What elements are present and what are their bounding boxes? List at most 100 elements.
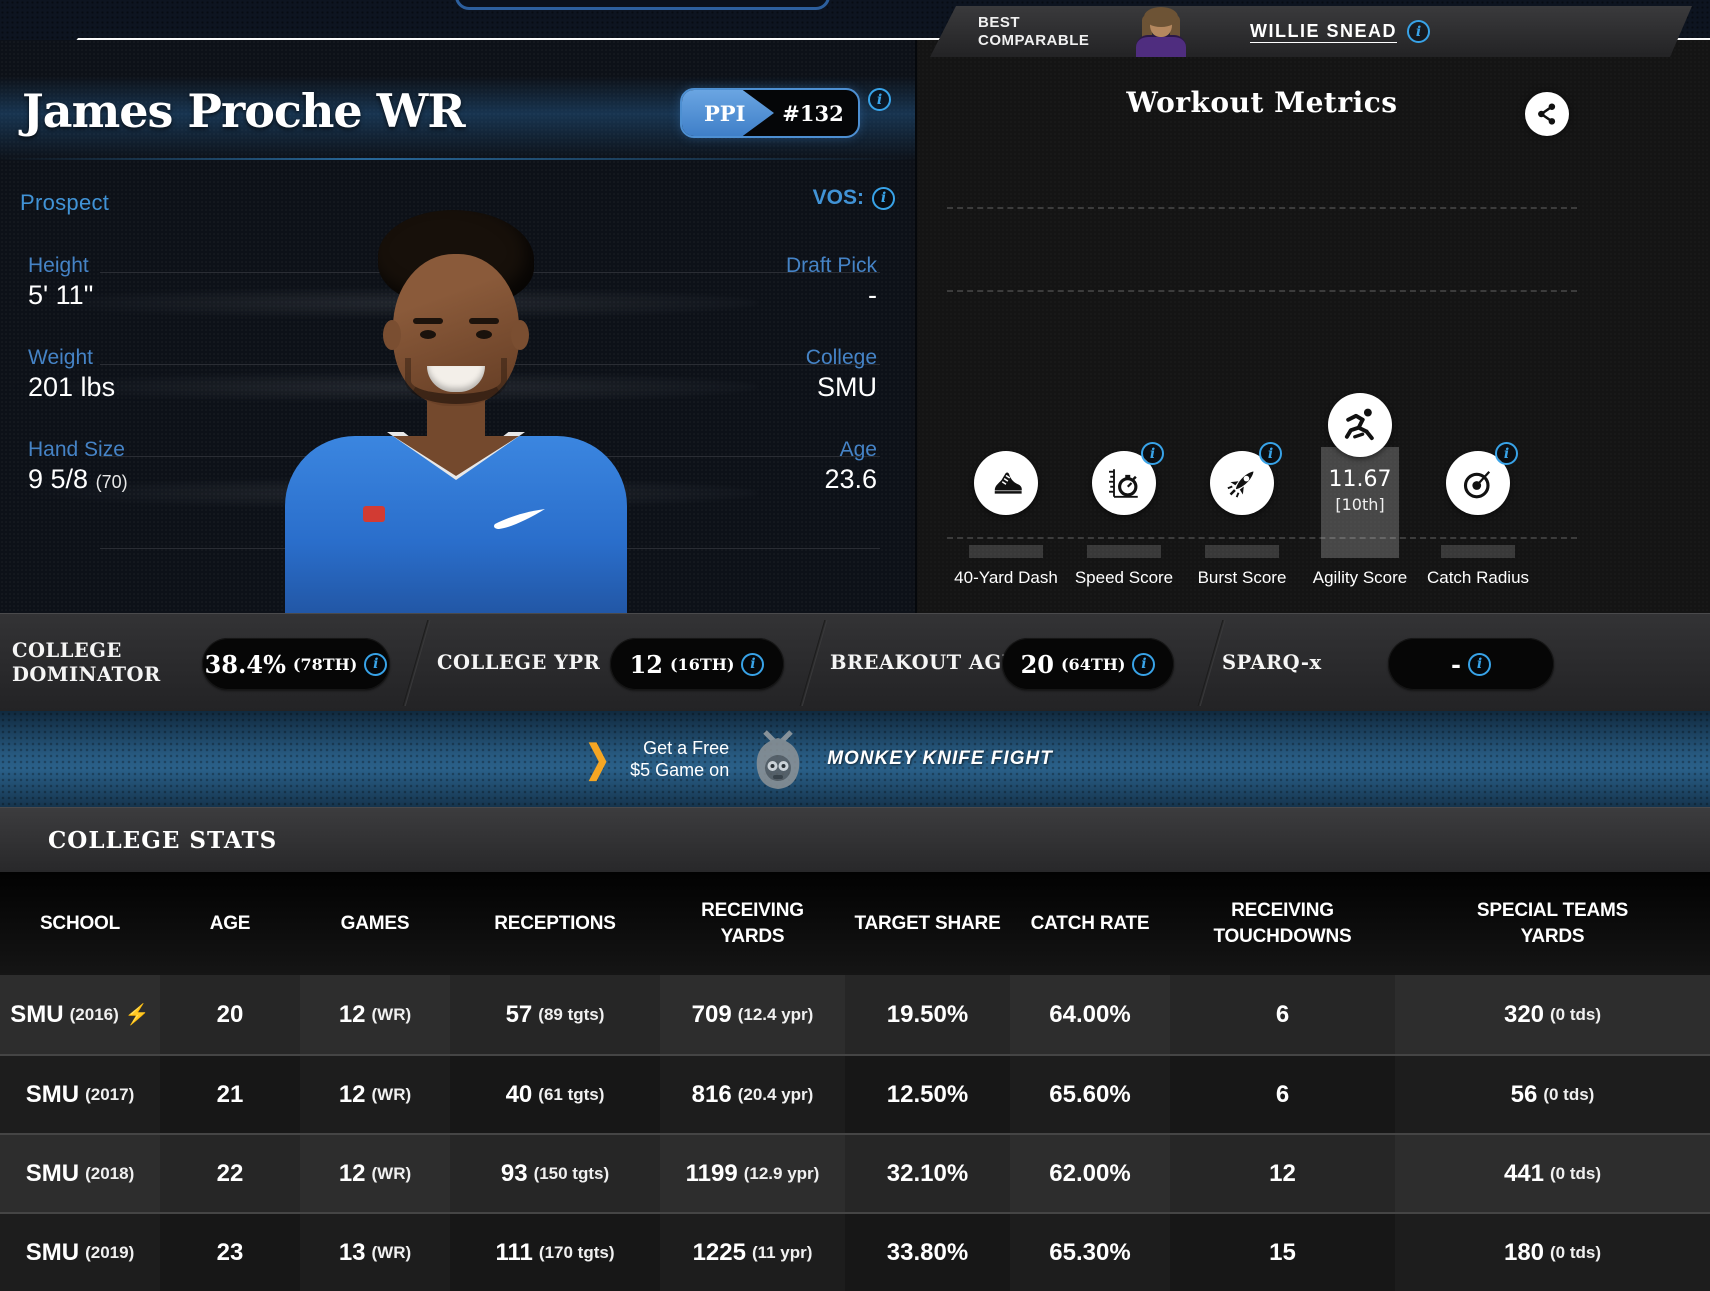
metric-label: 40-Yard Dash bbox=[954, 568, 1058, 587]
chart-gridline bbox=[947, 207, 1577, 209]
info-icon[interactable]: i bbox=[868, 88, 891, 111]
metric-speed-score: i Speed Score bbox=[1065, 40, 1183, 613]
banner-texture bbox=[0, 711, 1710, 807]
stopwatch-icon bbox=[1109, 469, 1138, 498]
college-stats-header: COLLEGE STATS bbox=[0, 807, 1710, 872]
ear bbox=[383, 320, 401, 350]
info-icon[interactable]: i bbox=[741, 652, 765, 676]
eye bbox=[420, 330, 436, 339]
stat-pill-college-ypr: 12 (16TH) i bbox=[610, 638, 784, 690]
player-header-card: James Proche WR PPI #132 i Prospect VOS:… bbox=[0, 40, 915, 613]
neck bbox=[427, 400, 485, 446]
info-icon[interactable]: i bbox=[364, 652, 388, 676]
metric-bar bbox=[1087, 545, 1161, 558]
metric-bar bbox=[969, 545, 1043, 558]
table-row: SMU (2016) ⚡ 20 12 (WR) 57 (89 tgts) 709 (12.… bbox=[0, 975, 1710, 1054]
share-button[interactable] bbox=[1525, 92, 1569, 136]
metric-bar: 11.67 [10th] bbox=[1321, 447, 1399, 558]
attribute-weight: Weight 201 lbs bbox=[28, 346, 116, 402]
table-row: SMU (2017) 21 12 (WR) 40 (61 tgts) 816 (20.4… bbox=[0, 1054, 1710, 1133]
attribute-draft-pick: Draft Pick - bbox=[785, 254, 877, 310]
attribute-height: Height 5' 11" bbox=[28, 254, 94, 310]
breakout-bolt-icon: ⚡ bbox=[124, 1004, 150, 1026]
rocket-icon bbox=[1227, 471, 1254, 498]
divider bbox=[402, 620, 431, 706]
table-header-row: SCHOOL AGE GAMES RECEPTIONS RECEIVING YA… bbox=[0, 872, 1710, 975]
best-comparable-tab: BEST COMPARABLE WILLIE SNEAD i bbox=[930, 6, 1692, 57]
metric-label: Speed Score bbox=[1074, 568, 1174, 587]
info-icon[interactable]: i bbox=[1141, 442, 1164, 465]
stat-label-breakout-age: BREAKOUT AGE bbox=[830, 650, 1018, 674]
stat-label-college-dominator: COLLEGE DOMINATOR bbox=[12, 638, 161, 686]
shoe-icon bbox=[994, 472, 1022, 494]
stat-label-sparq-x: SPARQ-x bbox=[1222, 650, 1322, 674]
metric-percentile: [10th] bbox=[1335, 495, 1385, 514]
avatar-hair bbox=[1144, 7, 1178, 27]
info-icon[interactable]: i bbox=[1132, 652, 1156, 676]
vos-label: VOS: bbox=[812, 186, 864, 209]
metric-label: Catch Radius bbox=[1426, 568, 1530, 587]
title-line-decoration bbox=[0, 158, 915, 160]
ppi-rank-badge: PPI #132 bbox=[680, 88, 860, 138]
best-comparable-label: BEST COMPARABLE bbox=[978, 13, 1090, 49]
stat-label-college-ypr: COLLEGE YPR bbox=[437, 650, 601, 674]
info-icon[interactable]: i bbox=[1467, 652, 1491, 676]
chart-gridline bbox=[947, 290, 1577, 292]
info-icon[interactable]: i bbox=[1407, 20, 1430, 43]
attribute-college: College SMU bbox=[805, 346, 877, 402]
metric-label: Agility Score bbox=[1312, 568, 1408, 587]
avatar-hair bbox=[1142, 15, 1152, 49]
college-stats-title: COLLEGE STATS bbox=[48, 826, 278, 854]
ppi-label: PPI bbox=[682, 90, 774, 136]
top-nav-outline bbox=[455, 0, 830, 10]
beard bbox=[405, 358, 507, 404]
prospect-section-label: Prospect bbox=[20, 190, 110, 215]
metric-40-yard-dash: 40-Yard Dash bbox=[947, 40, 1065, 613]
agility-runner-icon bbox=[1344, 408, 1374, 441]
column-header: AGE bbox=[209, 912, 251, 934]
metric-circle[interactable] bbox=[974, 451, 1038, 515]
stat-pill-breakout-age: 20 (64TH) i bbox=[1002, 638, 1174, 690]
advanced-stats-bar: COLLEGE DOMINATOR 38.4% (78TH) i COLLEGE… bbox=[0, 613, 1710, 711]
attribute-hand-size: Hand Size 9 5/8 (70) bbox=[28, 438, 128, 494]
metric-catch-radius: i Catch Radius bbox=[1419, 40, 1537, 613]
column-header: RECEIVING TOUCHDOWNS bbox=[1213, 899, 1352, 947]
light-streak bbox=[0, 370, 760, 404]
metric-value: 11.67 bbox=[1328, 467, 1392, 492]
chevron-right-icon: ❯ bbox=[585, 738, 611, 780]
info-icon[interactable]: i bbox=[1495, 442, 1518, 465]
promo-banner[interactable]: ❯ Get a Free $5 Game on MONKEY KNIFE FIG… bbox=[0, 711, 1710, 807]
player-photo bbox=[255, 208, 655, 613]
eye bbox=[476, 330, 492, 339]
table-row: SMU (2018) 22 12 (WR) 93 (150 tgts) 1199 (12… bbox=[0, 1133, 1710, 1212]
metric-bar bbox=[1441, 545, 1515, 558]
stat-pill-college-dominator: 38.4% (78TH) i bbox=[202, 638, 390, 690]
column-header: RECEIVING YARDS bbox=[701, 899, 804, 947]
comparable-player-link[interactable]: WILLIE SNEAD bbox=[1250, 21, 1397, 41]
ppi-rank-value: #132 bbox=[782, 100, 844, 126]
metric-burst-score: i Burst Score bbox=[1183, 40, 1301, 613]
metric-circle[interactable] bbox=[1328, 393, 1392, 457]
team-logo bbox=[363, 506, 385, 522]
column-header: GAMES bbox=[340, 912, 410, 934]
info-icon[interactable]: i bbox=[1259, 442, 1282, 465]
eyebrow bbox=[413, 318, 443, 324]
eyebrow bbox=[469, 318, 499, 324]
avatar-hair bbox=[1170, 15, 1180, 49]
chart-baseline bbox=[947, 537, 1577, 539]
comparable-player-avatar[interactable] bbox=[1128, 7, 1194, 57]
ear bbox=[511, 320, 529, 350]
info-icon[interactable]: i bbox=[872, 186, 895, 210]
metric-bar bbox=[1205, 545, 1279, 558]
column-header: SPECIAL TEAMS YARDS bbox=[1476, 899, 1629, 947]
column-header: CATCH RATE bbox=[1030, 912, 1150, 934]
promo-text: Get a Free $5 Game on bbox=[630, 737, 730, 781]
divider bbox=[799, 620, 828, 706]
column-header: SCHOOL bbox=[39, 912, 121, 934]
catch-radius-icon bbox=[1463, 471, 1491, 499]
stat-pill-sparq-x: - i bbox=[1388, 638, 1554, 690]
column-header: TARGET SHARE bbox=[854, 912, 1001, 934]
attribute-age: Age 23.6 bbox=[824, 438, 877, 494]
metric-label: Burst Score bbox=[1197, 568, 1287, 587]
